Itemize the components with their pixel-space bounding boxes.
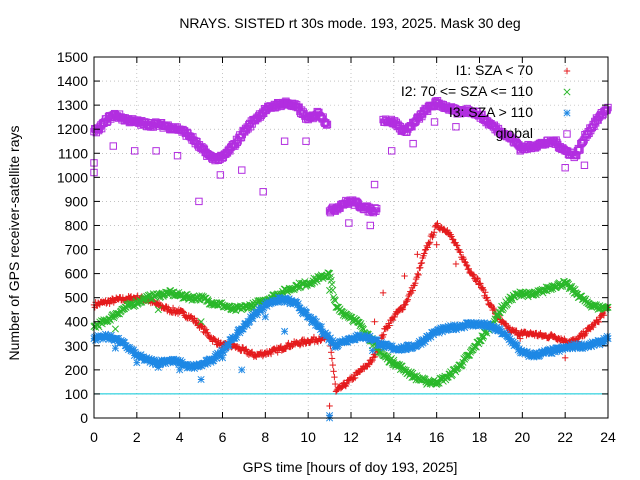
data-point — [430, 229, 438, 236]
data-point — [337, 385, 345, 392]
data-point — [482, 289, 489, 296]
data-point — [330, 368, 337, 375]
data-point — [329, 286, 337, 294]
data-point — [483, 294, 491, 301]
data-point — [338, 384, 345, 391]
data-point — [595, 318, 603, 326]
data-point — [328, 280, 336, 288]
data-point — [351, 374, 359, 382]
data-point — [380, 331, 387, 338]
data-point — [248, 348, 256, 356]
data-point — [589, 323, 597, 331]
data-point — [561, 335, 568, 343]
data-point — [232, 333, 241, 341]
series-1 — [90, 220, 612, 395]
data-point — [193, 317, 201, 324]
data-point — [457, 249, 464, 256]
data-point — [425, 239, 432, 247]
data-point — [282, 345, 290, 352]
data-point — [370, 354, 377, 361]
data-point — [368, 358, 375, 366]
data-point — [513, 327, 520, 334]
marker-stroke — [215, 299, 223, 307]
data-point — [402, 301, 409, 308]
data-point — [431, 223, 439, 231]
data-point — [487, 301, 495, 309]
data-point — [463, 261, 470, 269]
data-point — [274, 349, 281, 356]
series-layer — [90, 97, 612, 422]
data-point — [404, 296, 412, 303]
data-point — [183, 290, 191, 298]
data-point — [129, 302, 138, 310]
data-point — [343, 380, 350, 388]
data-point — [331, 373, 338, 381]
data-point — [328, 355, 336, 362]
data-point — [332, 380, 339, 388]
data-point — [403, 298, 411, 305]
data-point — [327, 349, 335, 356]
marker-stroke — [195, 292, 203, 300]
data-point — [600, 312, 608, 319]
chart-title: NRAYS. SISTED rt 30s mode. 193, 2025. Ma… — [179, 15, 520, 31]
marker-stroke — [142, 297, 150, 305]
data-point — [409, 287, 416, 294]
data-point — [474, 275, 482, 283]
data-point — [204, 329, 211, 337]
data-point — [398, 306, 406, 313]
data-point — [391, 313, 398, 321]
data-point — [414, 270, 421, 278]
marker-stroke — [190, 292, 198, 300]
data-point — [389, 316, 397, 324]
data-point — [454, 242, 461, 249]
marker-stroke — [242, 302, 250, 310]
data-point — [296, 341, 304, 349]
data-point — [424, 244, 431, 251]
data-point — [267, 350, 275, 358]
data-point — [478, 285, 486, 292]
marker-stroke — [241, 302, 249, 310]
data-point — [371, 353, 379, 361]
data-point — [277, 343, 285, 350]
data-point — [582, 329, 589, 337]
data-point — [179, 308, 187, 315]
marker-stroke — [129, 302, 138, 310]
data-point — [477, 280, 484, 287]
data-point — [202, 326, 210, 333]
data-point — [285, 339, 292, 347]
data-point — [415, 271, 422, 279]
data-point — [416, 264, 424, 271]
data-point — [317, 337, 324, 344]
data-point — [399, 305, 407, 313]
data-point — [490, 304, 497, 312]
data-point — [139, 294, 147, 303]
data-point — [180, 309, 187, 316]
data-point — [174, 310, 182, 317]
marker-stroke — [358, 322, 366, 331]
data-point — [426, 239, 434, 246]
data-point — [225, 342, 233, 350]
data-point — [470, 271, 477, 278]
marker-stroke — [183, 290, 191, 298]
data-point — [411, 282, 418, 289]
data-point — [421, 250, 428, 257]
data-point — [329, 361, 336, 369]
data-point — [386, 322, 393, 329]
data-point — [473, 274, 481, 282]
data-point — [434, 220, 441, 227]
data-point — [463, 262, 471, 270]
data-point — [418, 259, 426, 267]
data-point — [484, 297, 491, 304]
marker-stroke — [139, 294, 147, 303]
data-point — [430, 231, 437, 239]
